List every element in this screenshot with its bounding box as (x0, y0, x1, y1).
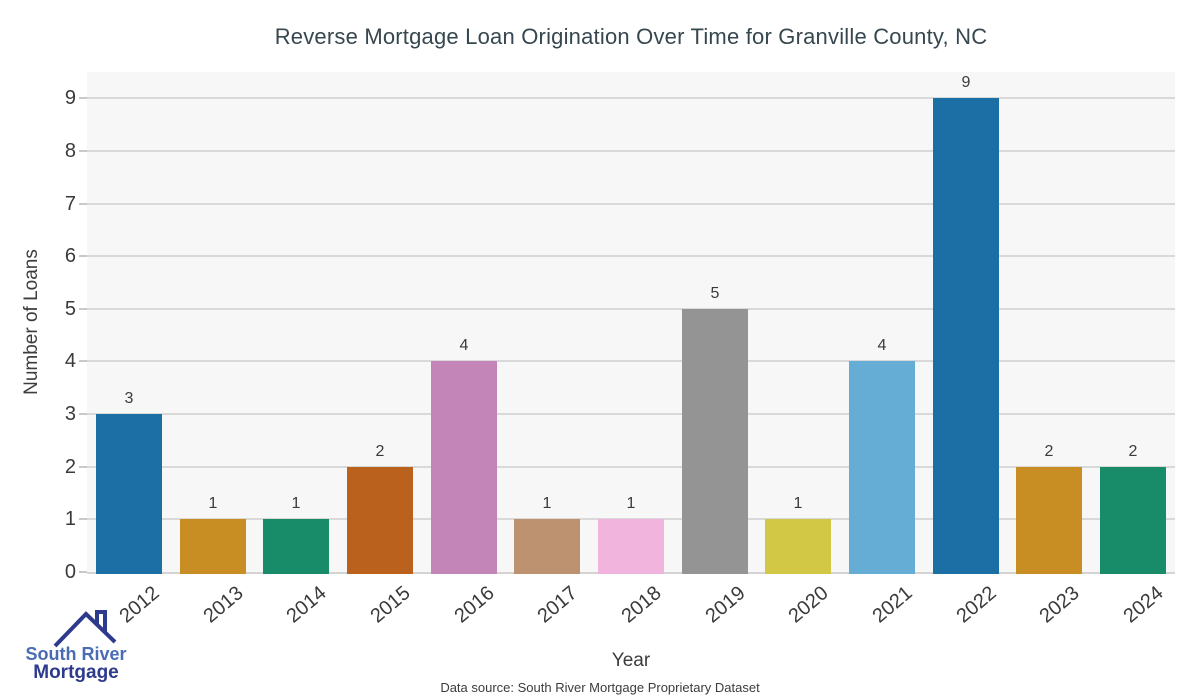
bar-value-label: 1 (291, 495, 301, 512)
x-axis-title: Year (611, 650, 651, 671)
y-tick-mark (79, 360, 87, 363)
bar-value-label: 4 (459, 337, 469, 354)
bar-2023 (1016, 467, 1082, 574)
bar-value-label: 1 (626, 495, 636, 512)
bar-2021 (849, 361, 915, 574)
x-tick-label: 2020 (783, 582, 833, 628)
gridline (87, 307, 1175, 310)
bar-2020 (765, 519, 831, 574)
bar-2024 (1100, 467, 1166, 574)
bar-value-label: 4 (877, 337, 887, 354)
bar-2018 (598, 519, 664, 574)
logo-text-mortgage: Mortgage (33, 662, 119, 683)
bar-value-label: 2 (1128, 443, 1138, 460)
chart-title: Reverse Mortgage Loan Origination Over T… (274, 24, 988, 49)
y-tick-label: 1 (64, 508, 76, 531)
x-tick-label: 2015 (365, 582, 415, 628)
bar-value-label: 9 (961, 74, 971, 91)
bar-value-label: 3 (124, 390, 134, 407)
bar-value-label: 5 (710, 285, 720, 302)
y-tick-label: 4 (64, 350, 76, 373)
bar-value-label: 1 (208, 495, 218, 512)
y-tick-mark (79, 202, 87, 205)
plot-area: 3 1 1 2 4 1 1 5 1 4 9 2 2 (87, 72, 1175, 574)
y-tick-mark (79, 518, 87, 521)
bar-2012 (96, 414, 162, 574)
y-tick-mark (79, 571, 87, 573)
y-tick-mark (79, 149, 87, 152)
x-tick-label: 2014 (281, 582, 331, 628)
bar-value-label: 1 (542, 495, 552, 512)
house-roof-icon (53, 610, 117, 648)
y-tick-mark (79, 255, 87, 258)
gridline (87, 202, 1175, 205)
y-tick-label: 0 (64, 561, 76, 583)
gridline (87, 97, 1175, 100)
y-tick-label: 7 (64, 192, 76, 215)
gridline (87, 465, 1175, 468)
y-tick-mark (79, 413, 87, 416)
bar-2019 (682, 309, 748, 574)
x-tick-label: 2017 (532, 582, 582, 628)
bar-2017 (514, 519, 580, 574)
gridline (87, 360, 1175, 363)
gridline (87, 149, 1175, 152)
x-tick-label: 2024 (1118, 582, 1168, 628)
x-tick-label: 2021 (867, 582, 917, 628)
y-tick-label: 5 (64, 297, 76, 320)
x-tick-label: 2013 (198, 582, 248, 628)
x-tick-label: 2018 (616, 582, 666, 628)
bar-value-label: 2 (375, 443, 385, 460)
x-tick-label: 2016 (449, 582, 499, 628)
bar-2014 (263, 519, 329, 574)
y-tick-label: 8 (64, 139, 76, 162)
y-tick-label: 6 (64, 245, 76, 268)
bar-value-label: 2 (1044, 443, 1054, 460)
x-tick-label: 2023 (1034, 582, 1084, 628)
gridline (87, 255, 1175, 258)
y-tick-label: 2 (64, 455, 76, 478)
bar-value-label: 1 (793, 495, 803, 512)
data-source-note: Data source: South River Mortgage Propri… (440, 680, 760, 695)
logo-text-south-river: South River (25, 644, 127, 664)
y-tick-mark (79, 97, 87, 100)
y-tick-mark (79, 465, 87, 468)
gridline (87, 413, 1175, 416)
bar-2022 (933, 98, 999, 574)
brand-logo: South River Mortgage (0, 598, 150, 688)
bar-2016 (431, 361, 497, 574)
x-tick-label: 2019 (700, 582, 750, 628)
x-tick-label: 2022 (951, 582, 1001, 628)
bar-2013 (180, 519, 246, 574)
y-tick-label: 9 (64, 87, 76, 110)
bar-2015 (347, 467, 413, 574)
y-tick-mark (79, 307, 87, 310)
y-tick-label: 3 (64, 403, 76, 426)
